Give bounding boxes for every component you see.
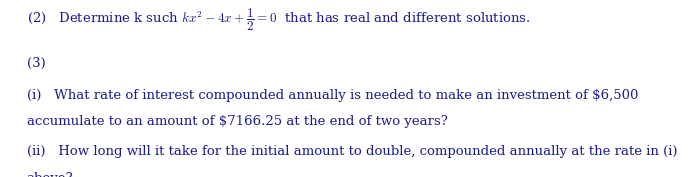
Text: (ii)   How long will it take for the initial amount to double, compounded annual: (ii) How long will it take for the initi… bbox=[27, 145, 677, 158]
Text: above?: above? bbox=[27, 172, 73, 177]
Text: (3): (3) bbox=[27, 57, 45, 70]
Text: accumulate to an amount of $7166.25 at the end of two years?: accumulate to an amount of $7166.25 at t… bbox=[27, 115, 447, 128]
Text: (2)   Determine k such $kx^2 - 4x + \dfrac{1}{2} = 0$  that has real and differe: (2) Determine k such $kx^2 - 4x + \dfrac… bbox=[27, 7, 531, 33]
Text: (i)   What rate of interest compounded annually is needed to make an investment : (i) What rate of interest compounded ann… bbox=[27, 88, 638, 101]
